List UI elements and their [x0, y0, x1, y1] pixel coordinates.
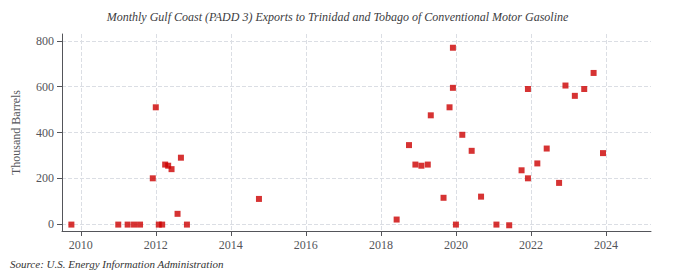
svg-text:2014: 2014: [219, 238, 243, 252]
svg-text:2016: 2016: [294, 238, 318, 252]
svg-text:600: 600: [36, 80, 54, 94]
svg-text:2010: 2010: [69, 238, 93, 252]
svg-text:2020: 2020: [444, 238, 468, 252]
svg-text:200: 200: [36, 171, 54, 185]
svg-text:800: 800: [36, 34, 54, 48]
svg-text:2018: 2018: [369, 238, 393, 252]
svg-text:2012: 2012: [144, 238, 168, 252]
svg-text:Monthly Gulf Coast (PADD 3) Ex: Monthly Gulf Coast (PADD 3) Exports to T…: [106, 10, 569, 24]
svg-text:2024: 2024: [594, 238, 618, 252]
svg-text:400: 400: [36, 126, 54, 140]
svg-text:Thousand Barrels: Thousand Barrels: [9, 90, 23, 175]
svg-text:2022: 2022: [519, 238, 543, 252]
svg-text:0: 0: [48, 217, 54, 231]
svg-text:Source: U.S. Energy Informatio: Source: U.S. Energy Information Administ…: [10, 258, 224, 270]
